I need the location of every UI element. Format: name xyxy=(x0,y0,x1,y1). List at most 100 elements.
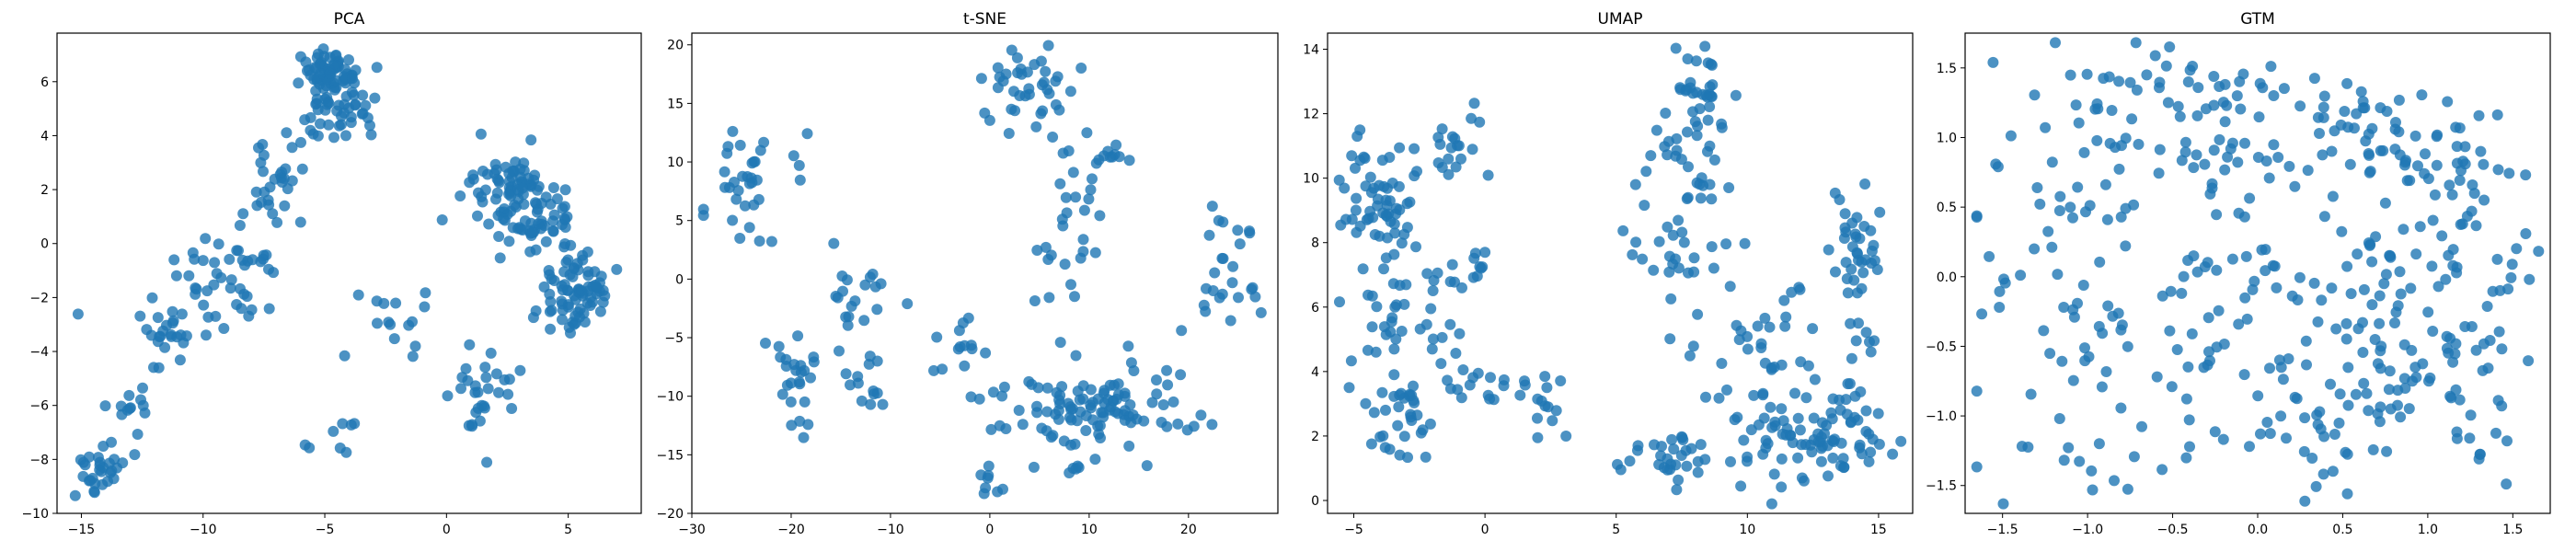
data-point-pca-435 xyxy=(562,301,574,313)
data-point-umap-224 xyxy=(1699,40,1711,52)
data-point-umap-51 xyxy=(1364,171,1376,183)
data-point-gtm-298 xyxy=(2336,225,2348,237)
data-point-tsne-83 xyxy=(856,395,868,407)
data-point-tsne-317 xyxy=(980,347,992,359)
data-point-umap-212 xyxy=(1683,161,1694,173)
data-point-gtm-103 xyxy=(2222,151,2234,163)
data-point-gtm-35 xyxy=(2102,300,2114,312)
data-point-umap-252 xyxy=(1684,350,1696,362)
data-point-pca-439 xyxy=(560,257,572,269)
data-point-tsne-133 xyxy=(1083,193,1095,205)
y-tick-label-pca: 6 xyxy=(40,75,49,90)
data-point-umap-169 xyxy=(1488,394,1500,406)
data-point-gtm-364 xyxy=(2374,317,2386,329)
data-point-gtm-113 xyxy=(2093,320,2105,332)
data-point-gtm-234 xyxy=(2272,152,2284,163)
data-point-tsne-219 xyxy=(994,420,1006,431)
data-point-umap-27 xyxy=(1384,195,1396,207)
data-point-tsne-112 xyxy=(975,73,987,85)
data-point-umap-129 xyxy=(1394,449,1406,461)
data-point-gtm-123 xyxy=(2072,297,2083,309)
x-tick-label-gtm: −0.5 xyxy=(2157,523,2189,537)
data-point-pca-183 xyxy=(239,259,250,271)
data-point-tsne-298 xyxy=(1255,306,1267,318)
data-point-pca-168 xyxy=(209,257,221,269)
data-point-gtm-378 xyxy=(2481,301,2493,312)
data-point-umap-342 xyxy=(1780,311,1792,323)
data-point-umap-56 xyxy=(1389,227,1401,239)
data-point-gtm-192 xyxy=(2329,429,2340,440)
data-point-gtm-351 xyxy=(2316,294,2328,306)
data-point-pca-88 xyxy=(308,74,320,86)
data-point-gtm-380 xyxy=(2447,356,2459,368)
data-point-umap-437 xyxy=(1827,393,1839,405)
data-point-tsne-215 xyxy=(1089,454,1101,466)
data-point-gtm-446 xyxy=(2260,265,2271,277)
data-point-umap-385 xyxy=(1887,448,1899,460)
panel-title-gtm: GTM xyxy=(2240,10,2275,29)
data-point-umap-186 xyxy=(1479,247,1491,259)
data-point-umap-89 xyxy=(1366,290,1378,302)
data-point-tsne-315 xyxy=(962,312,974,324)
data-point-umap-123 xyxy=(1403,390,1415,402)
data-point-umap-83 xyxy=(1345,355,1357,367)
data-point-pca-188 xyxy=(201,329,212,341)
data-point-gtm-207 xyxy=(2298,445,2310,457)
data-point-gtm-160 xyxy=(2115,402,2127,414)
data-point-gtm-445 xyxy=(2247,283,2259,295)
data-point-gtm-404 xyxy=(2314,406,2326,418)
data-point-tsne-304 xyxy=(1203,229,1215,241)
data-point-pca-149 xyxy=(210,310,222,322)
data-point-tsne-33 xyxy=(765,236,777,247)
data-point-umap-25 xyxy=(1351,226,1363,238)
data-point-gtm-438 xyxy=(2268,90,2280,101)
data-point-pca-140 xyxy=(183,270,195,282)
data-point-gtm-379 xyxy=(2399,383,2411,394)
data-point-umap-261 xyxy=(1648,264,1660,276)
data-point-gtm-170 xyxy=(2063,442,2075,454)
data-point-umap-174 xyxy=(1457,364,1469,375)
data-point-gtm-176 xyxy=(2261,417,2273,428)
data-point-umap-339 xyxy=(1742,343,1754,355)
data-point-tsne-256 xyxy=(996,390,1008,402)
data-point-gtm-135 xyxy=(2239,292,2251,304)
data-point-tsne-270 xyxy=(1094,420,1106,431)
data-point-gtm-300 xyxy=(2395,288,2407,300)
data-point-tsne-322 xyxy=(983,469,995,481)
data-point-pca-247 xyxy=(135,394,146,406)
data-point-tsne-78 xyxy=(902,298,914,310)
data-point-gtm-10 xyxy=(2067,374,2079,386)
data-point-pca-97 xyxy=(335,119,347,131)
data-point-umap-64 xyxy=(1474,116,1486,128)
data-point-gtm-275 xyxy=(2412,160,2423,172)
data-point-gtm-62 xyxy=(2040,121,2052,133)
data-point-umap-69 xyxy=(1443,168,1455,180)
data-point-gtm-84 xyxy=(2172,100,2184,112)
data-point-umap-192 xyxy=(1471,270,1483,282)
data-point-gtm-341 xyxy=(2405,282,2417,294)
data-point-umap-271 xyxy=(1653,236,1665,247)
data-point-tsne-137 xyxy=(1031,245,1043,256)
data-point-pca-488 xyxy=(352,289,364,301)
data-point-umap-453 xyxy=(1695,439,1707,451)
data-point-umap-295 xyxy=(1829,187,1841,199)
data-point-tsne-200 xyxy=(1181,424,1193,436)
data-point-gtm-163 xyxy=(1971,385,1983,397)
data-point-pca-69 xyxy=(303,64,315,75)
data-point-tsne-147 xyxy=(1075,252,1087,264)
data-point-gtm-432 xyxy=(2231,90,2243,102)
data-point-gtm-30 xyxy=(2079,355,2091,367)
data-point-pca-423 xyxy=(594,305,606,317)
data-point-umap-368 xyxy=(1765,498,1777,510)
data-point-tsne-170 xyxy=(1113,151,1125,163)
data-point-pca-357 xyxy=(493,231,505,242)
data-point-gtm-213 xyxy=(2294,100,2306,112)
data-point-pca-125 xyxy=(250,186,262,198)
data-point-gtm-425 xyxy=(2491,253,2503,265)
data-point-tsne-136 xyxy=(1054,337,1066,349)
x-tick-label-pca: −10 xyxy=(190,523,217,537)
y-tick-label-pca: −8 xyxy=(29,453,49,467)
data-point-tsne-172 xyxy=(877,398,889,410)
data-point-gtm-159 xyxy=(2300,335,2312,347)
